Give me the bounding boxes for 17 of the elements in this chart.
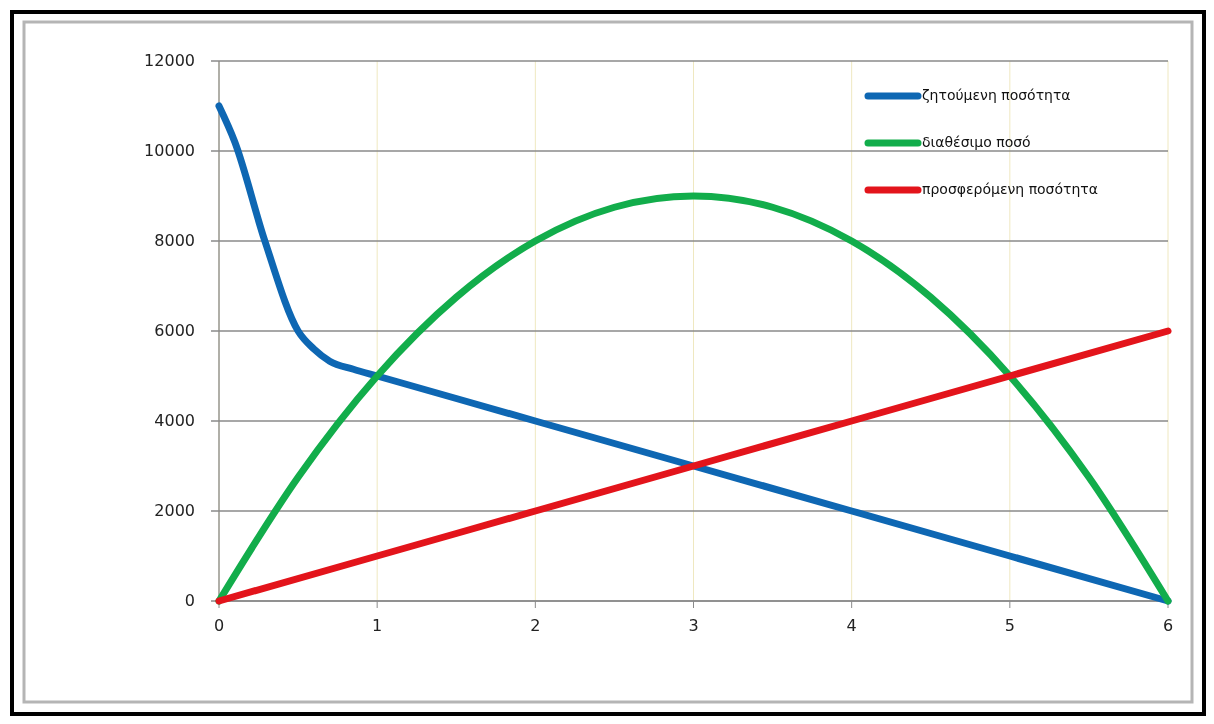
y-tick-label: 6000	[154, 320, 195, 340]
legend-label: ζητούμενη ποσότητα	[922, 87, 1071, 103]
x-tick-label: 5	[1004, 616, 1015, 635]
x-tick-label: 2	[530, 616, 541, 635]
x-tick-label: 3	[688, 616, 699, 635]
y-tick-label: 0	[184, 590, 195, 610]
legend-label: διαθέσιμο ποσό	[922, 134, 1031, 150]
y-tick-label: 2000	[154, 500, 195, 520]
legend-label: προσφερόμενη ποσότητα	[922, 181, 1099, 197]
y-tick-label: 12000	[144, 50, 195, 70]
y-tick-label: 8000	[154, 230, 195, 250]
y-tick-label: 4000	[154, 410, 195, 430]
x-tick-label: 1	[372, 616, 383, 635]
y-tick-label: 10000	[144, 140, 195, 160]
x-tick-label: 6	[1162, 616, 1174, 635]
x-tick-label: 0	[213, 616, 225, 635]
x-tick-label: 4	[846, 616, 857, 635]
